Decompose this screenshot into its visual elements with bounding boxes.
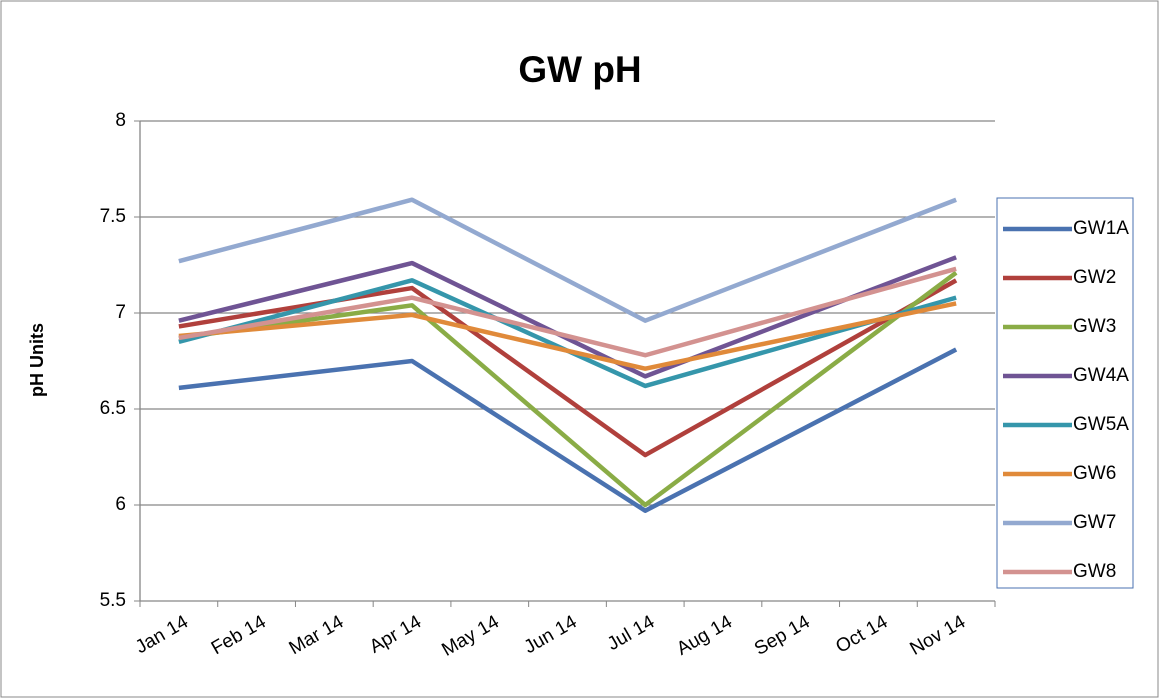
y-tick-label: 5.5	[100, 590, 126, 611]
y-tick-label: 6	[115, 494, 126, 515]
line	[178, 347, 958, 514]
y-axis-label: pH Units	[27, 323, 47, 397]
legend-label: GW5A	[1073, 414, 1129, 435]
line	[178, 270, 958, 508]
legend-label: GW1A	[1073, 218, 1129, 239]
line	[178, 255, 957, 379]
legend-label: GW8	[1073, 561, 1116, 582]
y-tick-label: 8	[115, 110, 126, 131]
y-tick-label: 7.5	[100, 206, 126, 227]
line	[178, 278, 958, 458]
line	[178, 278, 957, 389]
legend-label: GW4A	[1073, 365, 1129, 386]
line	[178, 266, 957, 358]
legend-label: GW3	[1073, 316, 1116, 337]
line	[178, 197, 957, 323]
legend-label: GW2	[1073, 267, 1116, 288]
legend-label: GW7	[1073, 512, 1116, 533]
y-tick-label: 6.5	[100, 398, 126, 419]
chart-title: GW pH	[518, 49, 641, 90]
line	[178, 301, 957, 371]
y-tick-label: 7	[115, 302, 126, 323]
legend-label: GW6	[1073, 463, 1116, 484]
